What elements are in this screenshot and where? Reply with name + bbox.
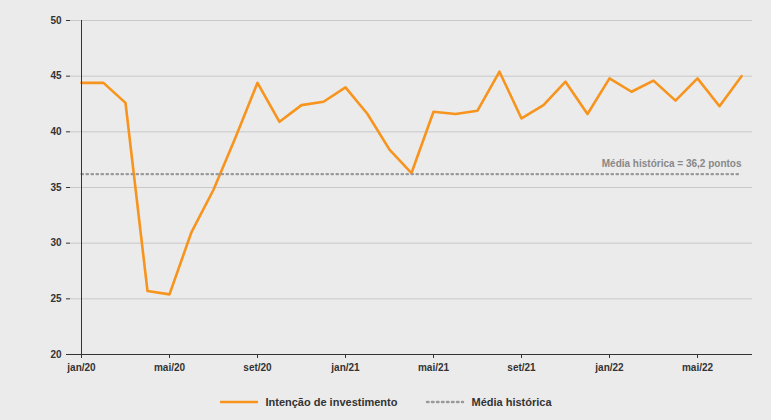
svg-text:set/21: set/21 [507,362,536,373]
svg-text:Média histórica = 36,2 pontos: Média histórica = 36,2 pontos [602,158,742,169]
html-text:Intenção de investimento: Intenção de investimento [265,396,398,408]
svg-text:mai/21: mai/21 [418,362,450,373]
svg-text:30: 30 [50,237,62,248]
svg-text:25: 25 [50,293,62,304]
svg-text:mai/22: mai/22 [682,362,714,373]
svg-text:20: 20 [50,349,62,360]
svg-text:35: 35 [50,182,62,193]
svg-text:50: 50 [50,15,62,26]
svg-text:jan/22: jan/22 [594,362,624,373]
svg-text:jan/21: jan/21 [330,362,360,373]
svg-text:jan/20: jan/20 [66,362,96,373]
svg-text:40: 40 [50,126,62,137]
svg-text:mai/20: mai/20 [154,362,186,373]
html-text:Média histórica: Média histórica [471,396,552,408]
svg-text:set/20: set/20 [243,362,272,373]
svg-text:45: 45 [50,70,62,81]
